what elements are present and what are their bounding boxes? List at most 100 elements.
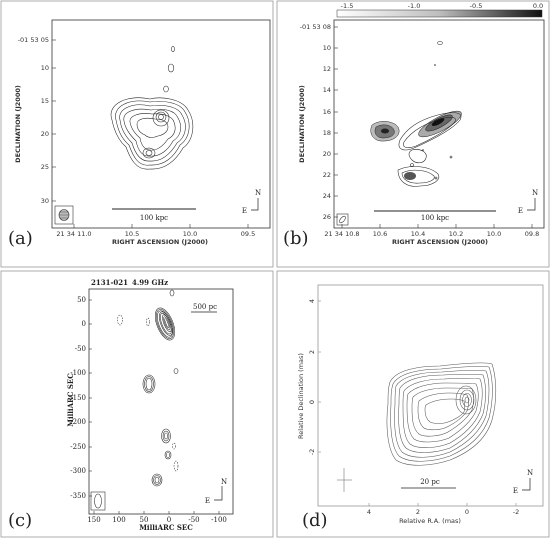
panel-b-colorbar-tick: -1.5 xyxy=(341,2,354,10)
panel-d-ylabel: Relative Declination (mas) xyxy=(297,353,305,439)
panel-b-colorbar-tick: -1.0 xyxy=(408,2,421,10)
panel-c-ytick: -50 xyxy=(75,345,86,353)
panel-b-ytick: 12 xyxy=(323,65,331,73)
panel-a-ytick: 15 xyxy=(41,97,49,105)
panel-a-frame xyxy=(51,19,271,229)
panel-a-contours xyxy=(110,46,194,170)
panel-c-xtick: 50 xyxy=(140,516,149,524)
panel-c-source-name: 2131-021 xyxy=(91,278,128,287)
panel-b-ytick: 16 xyxy=(323,108,331,116)
panel-c-xtick: 150 xyxy=(87,516,100,524)
panel-b-xtick: 21 34 10.8 xyxy=(324,230,359,238)
panel-d-compass-e: E xyxy=(513,487,518,495)
panel-a-xtick: 09.5 xyxy=(241,230,255,238)
panel-b-compass-n: N xyxy=(532,189,538,197)
panel-b-ytick: 20 xyxy=(323,150,331,158)
panel-a-ytick: 30 xyxy=(41,197,49,205)
panel-a-ytick: -01 53 05 xyxy=(18,36,49,44)
panel-b-scalebar-label: 100 kpc xyxy=(421,214,449,222)
panel-c-beam xyxy=(90,491,106,511)
panel-b-xtick: 09.8 xyxy=(525,230,539,238)
panel-a-ytick: 20 xyxy=(41,130,49,138)
panel-b-colorbar xyxy=(336,9,543,18)
panel-b: -1.5 -1.0 -0.5 0.0 -01 53 08 10 12 14 16… xyxy=(283,2,545,249)
panel-b-ytick: 14 xyxy=(323,86,331,94)
panel-a-beam xyxy=(54,205,74,225)
panel-d-contours xyxy=(386,362,497,466)
panel-b-xtick: 10.6 xyxy=(373,230,387,238)
panel-d-compass-n: N xyxy=(527,469,533,477)
panel-d-scalebar-label: 20 pc xyxy=(420,478,440,486)
panel-a-label: (a) xyxy=(8,228,33,249)
panel-c-ytick: -300 xyxy=(70,467,86,475)
panel-b-ytick: 10 xyxy=(323,44,331,52)
panel-d-label: (d) xyxy=(302,510,328,531)
panel-c-scalebar-label: 500 pc xyxy=(193,303,217,311)
panel-c-frame xyxy=(88,288,234,515)
panel-b-xtick: 10.4 xyxy=(411,230,425,238)
panel-b-compass: N E xyxy=(518,189,538,215)
panel-c-xtick: -100 xyxy=(211,516,227,524)
panel-c-ytick: -200 xyxy=(70,418,86,426)
panel-c-compass-n: N xyxy=(221,478,227,486)
panel-b-xtick: 10.0 xyxy=(487,230,501,238)
panel-b-ytick: 26 xyxy=(323,213,331,221)
panel-a-yticks: -01 53 05 10 15 20 25 30 xyxy=(18,36,56,205)
panel-d-xtick: 0 xyxy=(465,508,469,516)
panel-c-contours xyxy=(117,289,179,487)
panel-b-beam xyxy=(336,213,349,226)
panel-c-compass: N E xyxy=(205,478,227,505)
panel-a-ytick: 25 xyxy=(41,163,49,171)
panel-b-colorbar-tick: -0.5 xyxy=(470,2,483,10)
panel-c-ytick: -250 xyxy=(70,443,86,451)
panel-b-xtick: 10.2 xyxy=(449,230,463,238)
panel-b-frame xyxy=(333,19,545,229)
panel-a-xticks: 21 34 11.0 10.5 10.0 09.5 xyxy=(56,224,255,238)
panel-d-ytick: 2 xyxy=(308,350,316,354)
panel-a: -01 53 05 10 15 20 25 30 21 34 11.0 10.5… xyxy=(8,19,271,249)
panel-d-ytick: -2 xyxy=(308,449,316,455)
panel-b-ytick: 24 xyxy=(323,192,331,200)
panel-b-ytick: -01 53 08 xyxy=(300,23,331,31)
panel-d-xtick: -2 xyxy=(513,508,519,516)
panel-c-ylabel: MilliARC SEC xyxy=(66,373,75,427)
panel-b-yticks: -01 53 08 10 12 14 16 18 20 22 24 26 xyxy=(300,23,338,221)
panel-d-border xyxy=(276,270,550,538)
panel-d-ytick: 4 xyxy=(308,299,316,303)
panel-c: 2131-021 4.99 GHz 50 0 -50 -100 -150 -20… xyxy=(8,278,234,532)
panel-a-compass-e: E xyxy=(242,207,247,215)
panel-c-xlabel: MilliARC SEC xyxy=(139,523,193,532)
panel-c-ytick: -100 xyxy=(70,369,86,377)
panel-a-scalebar-label: 100 kpc xyxy=(140,214,168,222)
panel-c-ytick: -350 xyxy=(70,492,86,500)
panel-d-beam xyxy=(337,468,352,492)
panel-b-ytick: 22 xyxy=(323,171,331,179)
panel-b-jet xyxy=(370,41,462,187)
panel-a-compass-n: N xyxy=(255,189,261,197)
panel-a-xlabel: RIGHT ASCENSION (J2000) xyxy=(112,238,208,246)
panel-a-ytick: 10 xyxy=(41,64,49,72)
panel-c-ytick: 50 xyxy=(77,296,86,304)
panel-c-ytick: 0 xyxy=(82,320,86,328)
panel-d-compass: N E xyxy=(513,469,533,495)
panel-d-xticks: 4 2 0 -2 xyxy=(367,503,519,516)
panel-d-xtick: 2 xyxy=(416,508,420,516)
panel-c-compass-e: E xyxy=(205,497,210,505)
panel-c-yticks: 50 0 -50 -100 -150 -200 -250 -300 -350 xyxy=(70,296,92,500)
panel-a-compass: N E xyxy=(242,189,261,215)
panel-d-xlabel: Relative R.A. (mas) xyxy=(399,517,461,525)
panel-d-xtick: 4 xyxy=(367,508,371,516)
panel-c-border xyxy=(0,270,274,538)
panel-c-xticks: 150 100 50 0 -50 -100 xyxy=(87,511,227,524)
panel-c-xtick: -50 xyxy=(188,516,199,524)
panel-d-ytick: 0 xyxy=(308,400,316,404)
panel-d: 4 2 0 -2 4 2 0 -2 Relative R.A. (mas) Re… xyxy=(297,284,544,531)
panel-a-ylabel: DECLINATION (J2000) xyxy=(14,85,22,163)
panel-c-xtick: 100 xyxy=(112,516,125,524)
panel-c-label: (c) xyxy=(8,510,32,531)
panel-b-compass-e: E xyxy=(518,207,523,215)
panel-d-frame xyxy=(317,284,544,507)
panel-b-colorbar-tick: 0.0 xyxy=(533,2,543,10)
panel-d-yticks: 4 2 0 -2 xyxy=(308,299,321,455)
panel-b-label: (b) xyxy=(283,228,309,249)
